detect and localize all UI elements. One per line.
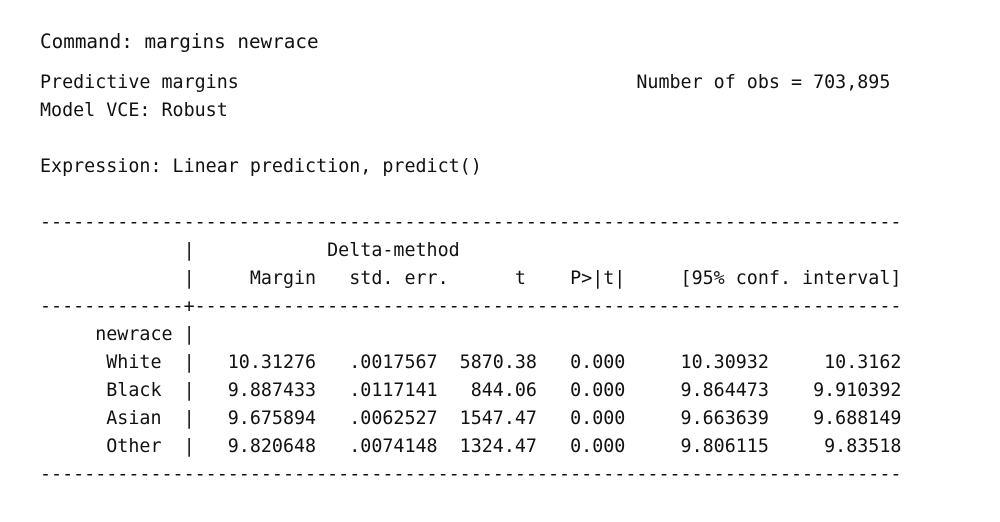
table-row-black: Black | 9.887433 .0117141 844.06 0.000 9…: [40, 380, 902, 401]
expression-line: Expression: Linear prediction, predict(): [40, 156, 482, 177]
table-top-rule: ----------------------------------------…: [40, 212, 902, 233]
table-header-separator: -------------+--------------------------…: [40, 296, 902, 317]
table-row-white: White | 10.31276 .0017567 5870.38 0.000 …: [40, 352, 902, 373]
spacer: [40, 56, 980, 69]
table-row-asian: Asian | 9.675894 .0062527 1547.47 0.000 …: [40, 408, 902, 429]
header-model-vce-line: Model VCE: Robust: [40, 100, 228, 121]
header-predictive-margins-line: Predictive margins Number of obs = 703,8…: [40, 72, 891, 93]
blank-line: [40, 181, 980, 209]
stata-output-window: Command: margins newrace Predictive marg…: [40, 28, 980, 489]
table-row-variable-name: newrace |: [40, 324, 195, 345]
blank-line: [40, 125, 980, 153]
table-header-row-2: | Margin std. err. t P>|t| [95% conf. in…: [40, 268, 902, 289]
table-row-other: Other | 9.820648 .0074148 1324.47 0.000 …: [40, 436, 902, 457]
table-header-row-1: | Delta-method: [40, 240, 460, 261]
table-bottom-rule: ----------------------------------------…: [40, 464, 902, 485]
command-line: Command: margins newrace: [40, 30, 319, 53]
